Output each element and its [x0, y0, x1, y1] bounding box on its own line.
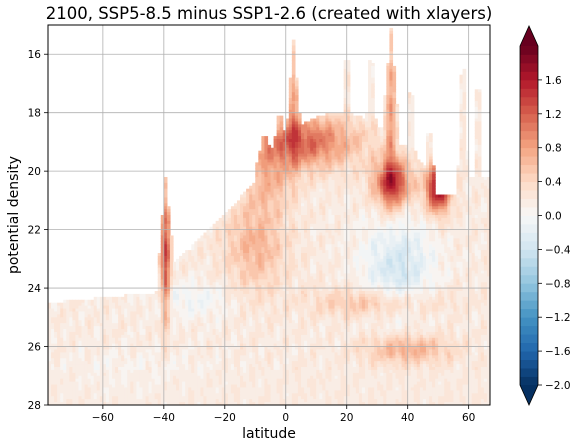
chart-title: 2100, SSP5-8.5 minus SSP1-2.6 (created w… [46, 4, 493, 23]
plot-area [48, 25, 491, 406]
